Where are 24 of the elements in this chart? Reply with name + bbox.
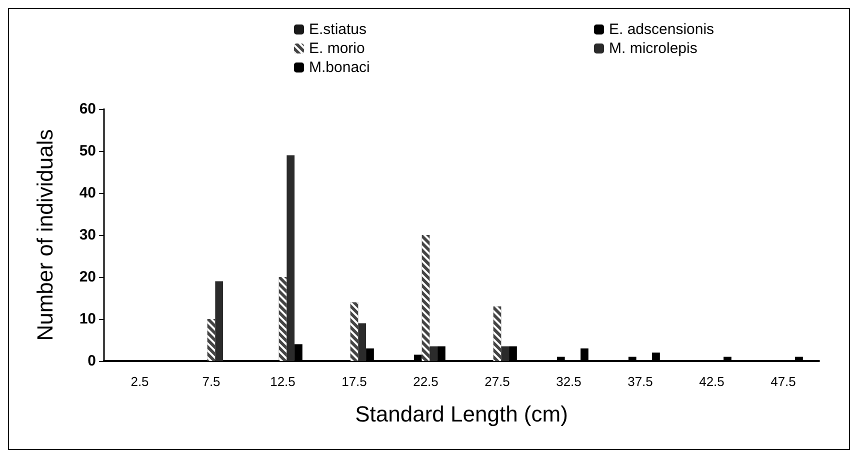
y-tick-label: 40 (79, 184, 96, 202)
x-tick-label: 17.5 (342, 374, 367, 389)
y-tick-label: 60 (79, 100, 96, 118)
x-tick-label: 7.5 (202, 374, 220, 389)
x-tick-label: 27.5 (484, 374, 510, 389)
y-axis-title: Number of individuals (32, 129, 58, 341)
x-tick-label: 12.5 (270, 374, 296, 389)
legend-label: E. adscensionis (609, 21, 714, 38)
y-tick-label: 30 (79, 226, 96, 244)
x-tick-label: 37.5 (628, 374, 653, 389)
y-tick-label: 20 (79, 268, 96, 286)
legend-label: E.stiatus (309, 21, 367, 38)
legend-label: E. morio (309, 40, 365, 57)
x-tick-label: 47.5 (770, 374, 796, 389)
y-tick-label: 0 (88, 352, 96, 370)
legend-label: M. microlepis (609, 40, 698, 57)
x-tick-label: 22.5 (413, 374, 438, 389)
y-tick-label: 10 (79, 310, 96, 328)
y-tick-label: 50 (79, 142, 96, 160)
x-tick-label: 42.5 (699, 374, 724, 389)
x-tick-label: 2.5 (130, 374, 149, 389)
x-axis-title: Standard Length (cm) (355, 402, 568, 426)
legend-label: M.bonaci (309, 59, 370, 76)
x-tick-label: 32.5 (556, 374, 582, 389)
